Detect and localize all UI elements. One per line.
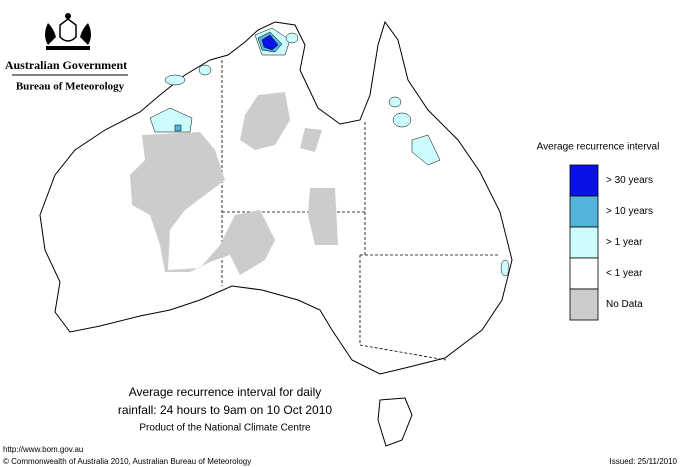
legend-swatch bbox=[569, 257, 599, 290]
legend-swatch bbox=[569, 288, 599, 321]
legend-swatch bbox=[569, 164, 599, 197]
issued-date: Issued: 25/11/2010 bbox=[610, 457, 678, 466]
map bbox=[39, 20, 513, 447]
rain-patch bbox=[500, 259, 510, 277]
mainland bbox=[39, 20, 513, 375]
rain-patch bbox=[411, 134, 441, 166]
legend-swatch bbox=[569, 226, 599, 259]
government-name: Australian Government bbox=[5, 58, 127, 72]
bureau-name: Bureau of Meteorology bbox=[16, 81, 125, 93]
rain-patch bbox=[285, 32, 299, 44]
product-note: Product of the National Climate Centre bbox=[139, 423, 311, 434]
legend: > 30 years > 10 years > 1 year < 1 year No D… bbox=[569, 164, 653, 321]
no-data-area bbox=[130, 132, 275, 275]
rain-patch bbox=[149, 107, 193, 133]
legend-label: > 30 years bbox=[606, 175, 653, 186]
rain-patch bbox=[164, 74, 186, 86]
no-data-area bbox=[240, 92, 290, 150]
copyright: © Commonwealth of Australia 2010, Austra… bbox=[3, 457, 251, 466]
legend-title: Average recurrence interval bbox=[537, 142, 660, 153]
caption-line: Average recurrence interval for daily bbox=[129, 385, 322, 399]
rain-patch bbox=[261, 34, 279, 51]
rain-patch bbox=[392, 112, 412, 128]
no-data-area bbox=[308, 188, 338, 245]
url: http://www.bom.gov.au bbox=[3, 445, 83, 454]
rain-patch bbox=[388, 96, 402, 108]
rain-patch bbox=[198, 64, 212, 76]
legend-label: No Data bbox=[606, 299, 643, 310]
no-data-area bbox=[300, 128, 322, 152]
tasmania bbox=[377, 397, 413, 447]
caption-line: rainfall: 24 hours to 9am on 10 Oct 2010 bbox=[118, 403, 332, 417]
legend-label: > 1 year bbox=[606, 237, 643, 248]
rain-patch bbox=[174, 124, 182, 132]
legend-label: > 10 years bbox=[606, 206, 653, 217]
legend-swatch bbox=[569, 195, 599, 228]
legend-label: < 1 year bbox=[606, 268, 643, 279]
coat-of-arms bbox=[45, 13, 91, 50]
